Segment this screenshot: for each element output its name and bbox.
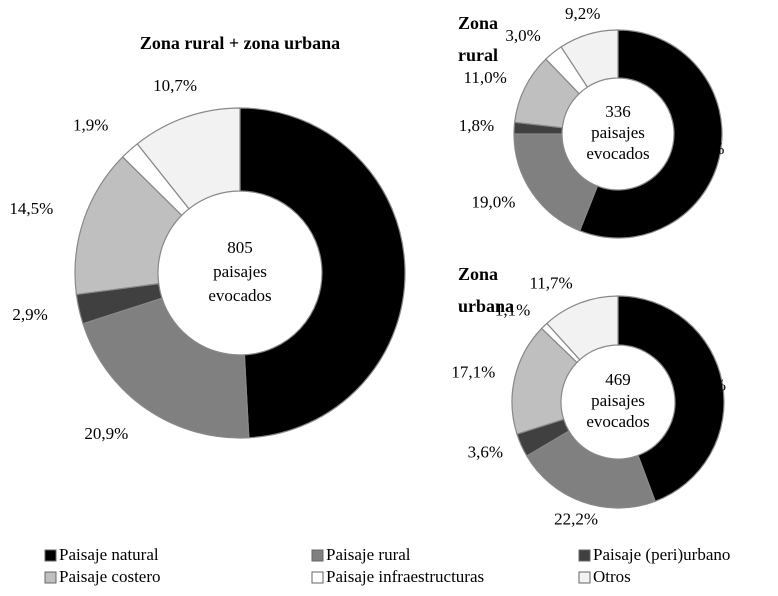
legend-swatch <box>578 549 591 562</box>
legend-swatch <box>311 571 324 584</box>
donut-slice <box>560 29 619 88</box>
legend-label: Paisaje natural <box>59 545 159 564</box>
data-label: 3,0% <box>505 26 540 45</box>
data-label: 11,7% <box>529 273 572 292</box>
data-label: 49,2% <box>341 259 385 278</box>
center-label: evocados <box>586 412 649 431</box>
center-label: 469 <box>605 370 631 389</box>
chart-title: Zona <box>458 264 498 284</box>
data-label: 1,1% <box>495 300 530 319</box>
donut-slice <box>74 156 183 296</box>
data-label: 17,1% <box>451 362 495 381</box>
legend-swatch <box>44 571 57 584</box>
data-label: 22,2% <box>554 510 598 529</box>
center-label: 805 <box>227 238 253 257</box>
legend-swatch <box>44 549 57 562</box>
center-label: paisajes <box>591 391 645 410</box>
legend-label: Paisaje costero <box>59 567 161 586</box>
legend-swatch <box>311 549 324 562</box>
data-label: 10,7% <box>153 76 197 95</box>
chart-title: urbana <box>458 296 514 316</box>
data-label: 44,3% <box>682 375 726 394</box>
legend-swatch <box>578 571 591 584</box>
center-label: evocados <box>586 144 649 163</box>
legend-label: Paisaje infraestructuras <box>326 567 484 586</box>
donut-slice <box>525 430 656 509</box>
data-label: 1,9% <box>73 115 108 134</box>
chart-title: Zona rural + zona urbana <box>140 33 340 53</box>
data-label: 11,0% <box>464 68 507 87</box>
donut-slice <box>136 107 241 210</box>
data-label: 20,9% <box>84 424 128 443</box>
donut-slice <box>617 295 725 503</box>
center-label: paisajes <box>213 262 267 281</box>
data-label: 2,9% <box>12 305 47 324</box>
center-label: paisajes <box>591 123 645 142</box>
data-label: 1,8% <box>459 116 494 135</box>
data-label: 14,5% <box>9 199 53 218</box>
donut-slice <box>578 29 723 239</box>
center-label: 336 <box>605 102 631 121</box>
data-label: 3,6% <box>468 442 503 461</box>
data-label: 56,0% <box>681 139 725 158</box>
center-label: evocados <box>208 286 271 305</box>
legend-label: Paisaje rural <box>326 545 411 564</box>
donut-slice <box>239 107 406 439</box>
chart-title: rural <box>458 45 498 65</box>
donut-slice <box>82 297 250 439</box>
data-label: 19,0% <box>472 193 516 212</box>
data-label: 9,2% <box>565 4 600 23</box>
donut-slice <box>546 295 619 361</box>
legend-label: Otros <box>593 567 631 586</box>
chart-title: Zona <box>458 13 498 33</box>
legend-label: Paisaje (peri)urbano <box>593 545 730 564</box>
donut-slice <box>513 133 599 232</box>
